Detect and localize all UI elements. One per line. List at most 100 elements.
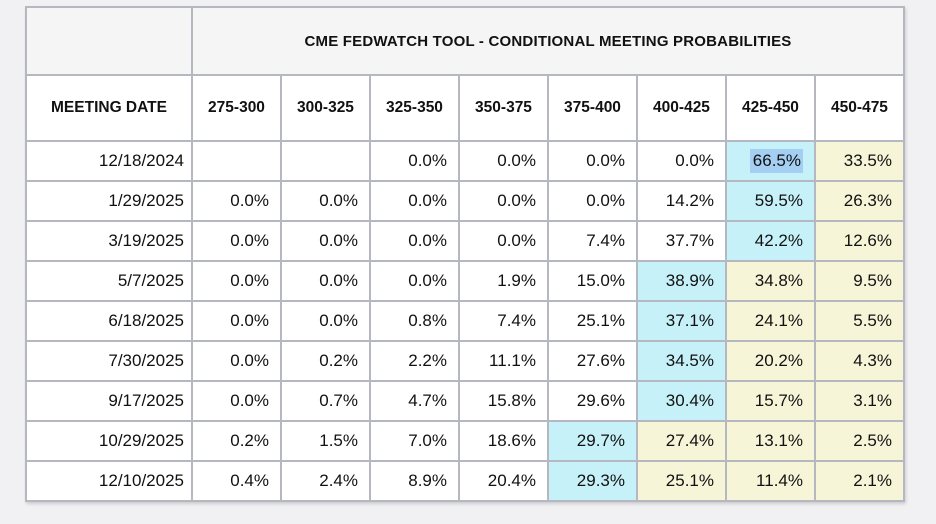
probability-cell: 3.1% [814,380,905,422]
probability-cell: 0.0% [458,180,549,222]
col-header-rate-range-400-425: 400-425 [636,74,727,142]
probability-cell: 9.5% [814,260,905,302]
probability-cell: 15.0% [547,260,638,302]
probability-cell: 18.6% [458,420,549,462]
meeting-date-cell: 12/18/2024 [25,140,193,182]
probability-cell: 0.0% [280,180,371,222]
probability-cell: 29.3% [547,460,638,502]
probability-cell: 8.9% [369,460,460,502]
probability-cell: 0.0% [369,140,460,182]
probability-cell: 27.4% [636,420,727,462]
col-header-rate-range-350-375: 350-375 [458,74,549,142]
probability-cell: 15.8% [458,380,549,422]
probability-cell: 0.0% [191,260,282,302]
table-row: 9/17/2025 0.0% 0.7% 4.7% 15.8% 29.6% 30.4% 15.7… [25,380,905,422]
probability-cell: 5.5% [814,300,905,342]
probability-cell: 7.0% [369,420,460,462]
probability-cell: 0.0% [547,180,638,222]
col-header-rate-range-300-325: 300-325 [280,74,371,142]
probability-cell: 7.4% [547,220,638,262]
probability-cell: 42.2% [725,220,816,262]
probability-cell: 37.1% [636,300,727,342]
probability-cell: 7.4% [458,300,549,342]
fedwatch-table-container: CME FEDWATCH TOOL - CONDITIONAL MEETING … [25,6,905,502]
probability-cell: 2.2% [369,340,460,382]
table-row: 3/19/2025 0.0% 0.0% 0.0% 0.0% 7.4% 37.7% 42.2% 1… [25,220,905,262]
probability-cell: 34.8% [725,260,816,302]
probability-cell: 15.7% [725,380,816,422]
table-title: CME FEDWATCH TOOL - CONDITIONAL MEETING … [191,6,905,76]
probability-cell: 0.0% [369,220,460,262]
table-row: 12/10/2025 0.4% 2.4% 8.9% 20.4% 29.3% 25.1% 11.… [25,460,905,502]
meeting-date-cell: 10/29/2025 [25,420,193,462]
probability-cell: 0.0% [458,220,549,262]
table-row: 1/29/2025 0.0% 0.0% 0.0% 0.0% 0.0% 14.2% 59.5% 2… [25,180,905,222]
probability-cell: 30.4% [636,380,727,422]
meeting-date-cell: 6/18/2025 [25,300,193,342]
probability-cell: 2.1% [814,460,905,502]
meeting-date-cell: 3/19/2025 [25,220,193,262]
col-header-rate-range-375-400: 375-400 [547,74,638,142]
table-row: 6/18/2025 0.0% 0.0% 0.8% 7.4% 25.1% 37.1% 24.1%… [25,300,905,342]
probability-cell: 29.7% [547,420,638,462]
fedwatch-probabilities-table: CME FEDWATCH TOOL - CONDITIONAL MEETING … [25,6,905,502]
probability-cell: 37.7% [636,220,727,262]
probability-cell: 12.6% [814,220,905,262]
col-header-rate-range-425-450: 425-450 [725,74,816,142]
col-header-meeting-date: MEETING DATE [25,74,193,142]
probability-cell: 25.1% [636,460,727,502]
meeting-date-cell: 7/30/2025 [25,340,193,382]
probability-cell: 25.1% [547,300,638,342]
probability-cell: 2.4% [280,460,371,502]
probability-cell: 34.5% [636,340,727,382]
column-header-row: MEETING DATE 275-300 300-325 325-350 350-375… [25,74,905,142]
probability-cell: 0.4% [191,460,282,502]
probability-cell: 1.9% [458,260,549,302]
col-header-rate-range-450-475: 450-475 [814,74,905,142]
probability-cell: 24.1% [725,300,816,342]
corner-cell [25,6,193,76]
probability-cell: 0.2% [280,340,371,382]
probability-cell: 0.2% [191,420,282,462]
table-row: 5/7/2025 0.0% 0.0% 0.0% 1.9% 15.0% 38.9% 34.8% 9… [25,260,905,302]
probability-cell: 20.4% [458,460,549,502]
probability-cell: 0.0% [369,260,460,302]
probability-cell: 0.0% [191,380,282,422]
probability-cell: 13.1% [725,420,816,462]
meeting-date-cell: 1/29/2025 [25,180,193,222]
probability-cell: 66.5% [725,140,816,182]
probability-cell [191,140,282,182]
probability-cell: 0.7% [280,380,371,422]
probability-cell: 4.3% [814,340,905,382]
probability-cell: 59.5% [725,180,816,222]
table-row: 10/29/2025 0.2% 1.5% 7.0% 18.6% 29.7% 27.4% 13.… [25,420,905,462]
probability-cell: 0.0% [191,300,282,342]
table-head: CME FEDWATCH TOOL - CONDITIONAL MEETING … [25,6,905,142]
selected-probability-text: 66.5% [749,149,803,173]
probability-cell: 11.1% [458,340,549,382]
probability-cell: 14.2% [636,180,727,222]
probability-cell [280,140,371,182]
title-row: CME FEDWATCH TOOL - CONDITIONAL MEETING … [25,6,905,76]
probability-cell: 27.6% [547,340,638,382]
probability-cell: 0.8% [369,300,460,342]
probability-cell: 0.0% [191,180,282,222]
probability-cell: 0.0% [547,140,638,182]
meeting-date-cell: 5/7/2025 [25,260,193,302]
meeting-date-cell: 9/17/2025 [25,380,193,422]
probability-cell: 0.0% [191,340,282,382]
table-body: 12/18/2024 0.0% 0.0% 0.0% 0.0% 66.5% 33.5% 1/29… [25,140,905,502]
probability-cell: 0.0% [280,300,371,342]
probability-cell: 1.5% [280,420,371,462]
probability-cell: 38.9% [636,260,727,302]
col-header-rate-range-325-350: 325-350 [369,74,460,142]
meeting-date-cell: 12/10/2025 [25,460,193,502]
probability-cell: 33.5% [814,140,905,182]
table-row: 7/30/2025 0.0% 0.2% 2.2% 11.1% 27.6% 34.5% 20.2… [25,340,905,382]
col-header-rate-range-275-300: 275-300 [191,74,282,142]
probability-cell: 4.7% [369,380,460,422]
probability-cell: 0.0% [369,180,460,222]
probability-cell: 11.4% [725,460,816,502]
probability-cell: 2.5% [814,420,905,462]
probability-cell: 0.0% [458,140,549,182]
